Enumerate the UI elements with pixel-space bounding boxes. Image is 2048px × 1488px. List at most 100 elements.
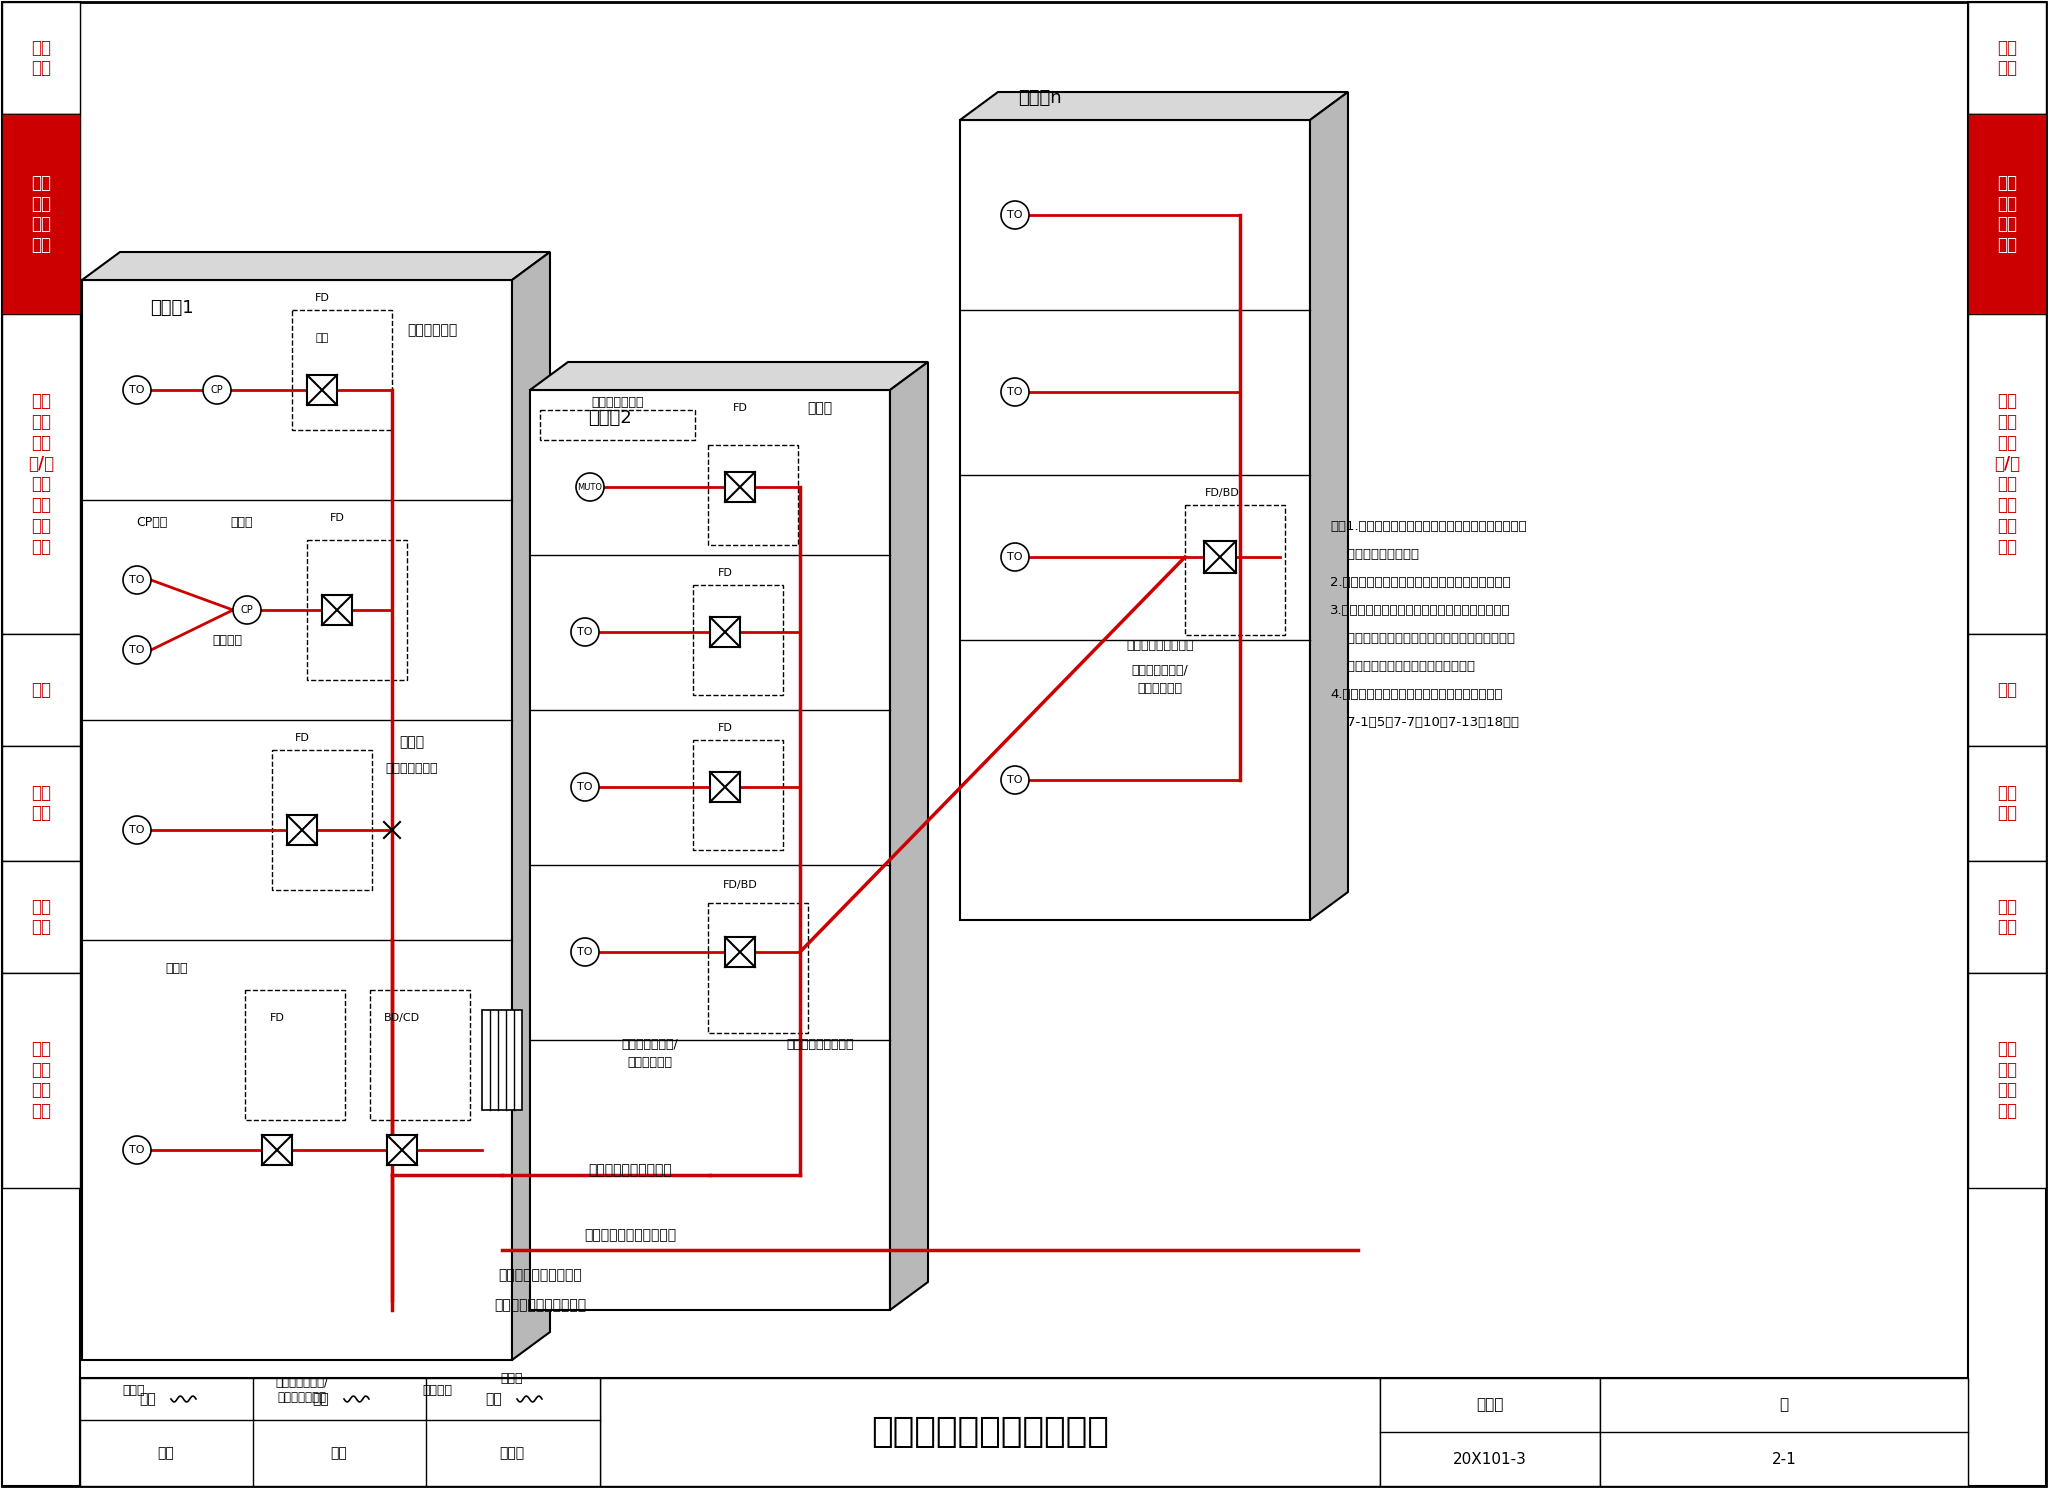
Text: 孙兰: 孙兰 <box>330 1446 348 1460</box>
Text: 综合
布线
系统
设计: 综合 布线 系统 设计 <box>31 174 51 254</box>
Bar <box>287 815 317 845</box>
Text: 朱立形: 朱立形 <box>500 1446 524 1460</box>
Circle shape <box>233 597 260 623</box>
Text: 7-1～5、7-7～10、7-13～18页。: 7-1～5、7-7～10、7-13～18页。 <box>1329 716 1520 729</box>
Text: FD: FD <box>330 513 344 522</box>
Text: 施工: 施工 <box>1997 682 2017 699</box>
Bar <box>371 990 469 1120</box>
Text: 电信间: 电信间 <box>399 735 424 748</box>
Bar <box>272 750 373 890</box>
Text: 设计: 设计 <box>485 1391 502 1406</box>
Text: 专用网光缆、电缆等室外缆线在进入建筑物时，: 专用网光缆、电缆等室外缆线在进入建筑物时， <box>1329 632 1516 644</box>
Text: 入口设施: 入口设施 <box>422 1384 453 1397</box>
Text: 张宜: 张宜 <box>158 1446 174 1460</box>
Text: 光纤
到用
户单
元/户
无源
光局
域网
系统: 光纤 到用 户单 元/户 无源 光局 域网 系统 <box>1995 393 2019 557</box>
Text: FD: FD <box>717 568 733 577</box>
Polygon shape <box>891 362 928 1309</box>
Text: 线系统设置示意图。: 线系统设置示意图。 <box>1329 548 1419 561</box>
Bar <box>1380 1378 1599 1487</box>
Text: 图集号: 图集号 <box>1477 1397 1503 1412</box>
Bar <box>725 937 756 967</box>
Text: TO: TO <box>129 1144 145 1155</box>
Polygon shape <box>1311 92 1348 920</box>
Text: 电信间（兼进线间）: 电信间（兼进线间） <box>1126 638 1194 652</box>
Circle shape <box>123 1135 152 1164</box>
Bar <box>1968 115 2046 314</box>
Bar <box>1968 314 2046 634</box>
Circle shape <box>571 618 598 646</box>
Bar <box>2 634 80 745</box>
Text: MUTO: MUTO <box>578 482 602 491</box>
Text: 校对: 校对 <box>313 1391 330 1406</box>
Text: 检测
验收: 检测 验收 <box>31 784 51 823</box>
Text: 建筑物n: 建筑物n <box>1018 89 1061 107</box>
Text: 工程
示例: 工程 示例 <box>31 897 51 936</box>
Text: 注：1.本示例多栋建筑为一个用户单位的建筑群综合布: 注：1.本示例多栋建筑为一个用户单位的建筑群综合布 <box>1329 519 1526 533</box>
Text: 工程
示例: 工程 示例 <box>1997 897 2017 936</box>
Bar <box>1968 745 2046 862</box>
Circle shape <box>123 376 152 405</box>
Text: 楼层配线设备: 楼层配线设备 <box>627 1056 672 1070</box>
Text: 光纤
到用
户单
元/户
无源
光局
域网
系统: 光纤 到用 户单 元/户 无源 光局 域网 系统 <box>29 393 53 557</box>
Bar <box>692 740 782 850</box>
Text: FD: FD <box>295 734 309 743</box>
Text: TO: TO <box>578 946 592 957</box>
Text: 电信间: 电信间 <box>807 400 834 415</box>
Text: 3.入口设施实现建筑群主干光缆、电缆、公用网和: 3.入口设施实现建筑群主干光缆、电缆、公用网和 <box>1329 604 1511 618</box>
Text: TO: TO <box>1008 387 1022 397</box>
Text: TO: TO <box>1008 210 1022 220</box>
Text: 2-1: 2-1 <box>1772 1451 1796 1467</box>
Text: TO: TO <box>1008 552 1022 562</box>
Circle shape <box>1001 543 1028 571</box>
Circle shape <box>123 635 152 664</box>
Circle shape <box>1001 378 1028 406</box>
Text: 4.建筑物内的综合布线系统设计工程示例参见第: 4.建筑物内的综合布线系统设计工程示例参见第 <box>1329 687 1503 701</box>
Circle shape <box>575 473 604 501</box>
Bar <box>1186 504 1284 635</box>
Circle shape <box>123 815 152 844</box>
Text: 多家电信业务经营者缆线: 多家电信业务经营者缆线 <box>584 1228 676 1242</box>
Bar <box>80 1378 1968 1487</box>
Circle shape <box>1001 766 1028 795</box>
Bar <box>2 973 80 1187</box>
Text: 2.入口设施应满足多家电信业务经营者平等接入。: 2.入口设施应满足多家电信业务经营者平等接入。 <box>1329 576 1511 589</box>
Text: 页: 页 <box>1780 1397 1788 1412</box>
Text: 由器件成端转换成室内光缆、电缆。: 由器件成端转换成室内光缆、电缆。 <box>1329 661 1475 673</box>
Bar <box>82 280 512 1360</box>
Text: 数据
中心
布线
系统: 数据 中心 布线 系统 <box>31 1040 51 1120</box>
Text: FD: FD <box>717 723 733 734</box>
Bar <box>80 1378 600 1487</box>
Bar <box>307 375 338 405</box>
Bar <box>1968 973 2046 1187</box>
Bar <box>961 121 1311 920</box>
Text: 水平缆线: 水平缆线 <box>213 634 242 646</box>
Text: BD/CD: BD/CD <box>383 1013 420 1024</box>
Text: 信息点: 信息点 <box>166 961 188 975</box>
Text: TO: TO <box>578 626 592 637</box>
Text: FD/BD: FD/BD <box>723 879 758 890</box>
Bar <box>293 310 391 430</box>
Text: FD: FD <box>733 403 748 414</box>
Text: FD/BD: FD/BD <box>1204 488 1239 498</box>
Bar <box>2 745 80 862</box>
Bar <box>387 1135 418 1165</box>
Bar <box>711 618 739 647</box>
Bar <box>1968 115 2046 312</box>
Text: 集合点: 集合点 <box>231 515 254 528</box>
Text: TO: TO <box>578 783 592 792</box>
Bar <box>322 595 352 625</box>
Bar <box>1968 634 2046 745</box>
Circle shape <box>571 937 598 966</box>
Bar <box>530 390 891 1309</box>
Text: 建筑群主干光缆、电缆: 建筑群主干光缆、电缆 <box>498 1268 582 1283</box>
Text: 跳线: 跳线 <box>315 333 328 344</box>
Bar <box>2 314 80 634</box>
Text: CP: CP <box>211 385 223 394</box>
Bar <box>2 115 80 312</box>
Polygon shape <box>530 362 928 390</box>
Text: 楼层配线设备: 楼层配线设备 <box>1137 682 1182 695</box>
Bar <box>262 1135 293 1165</box>
Polygon shape <box>961 92 1348 121</box>
Text: 多用户信息插座: 多用户信息插座 <box>592 396 645 409</box>
Bar <box>2 1 80 115</box>
